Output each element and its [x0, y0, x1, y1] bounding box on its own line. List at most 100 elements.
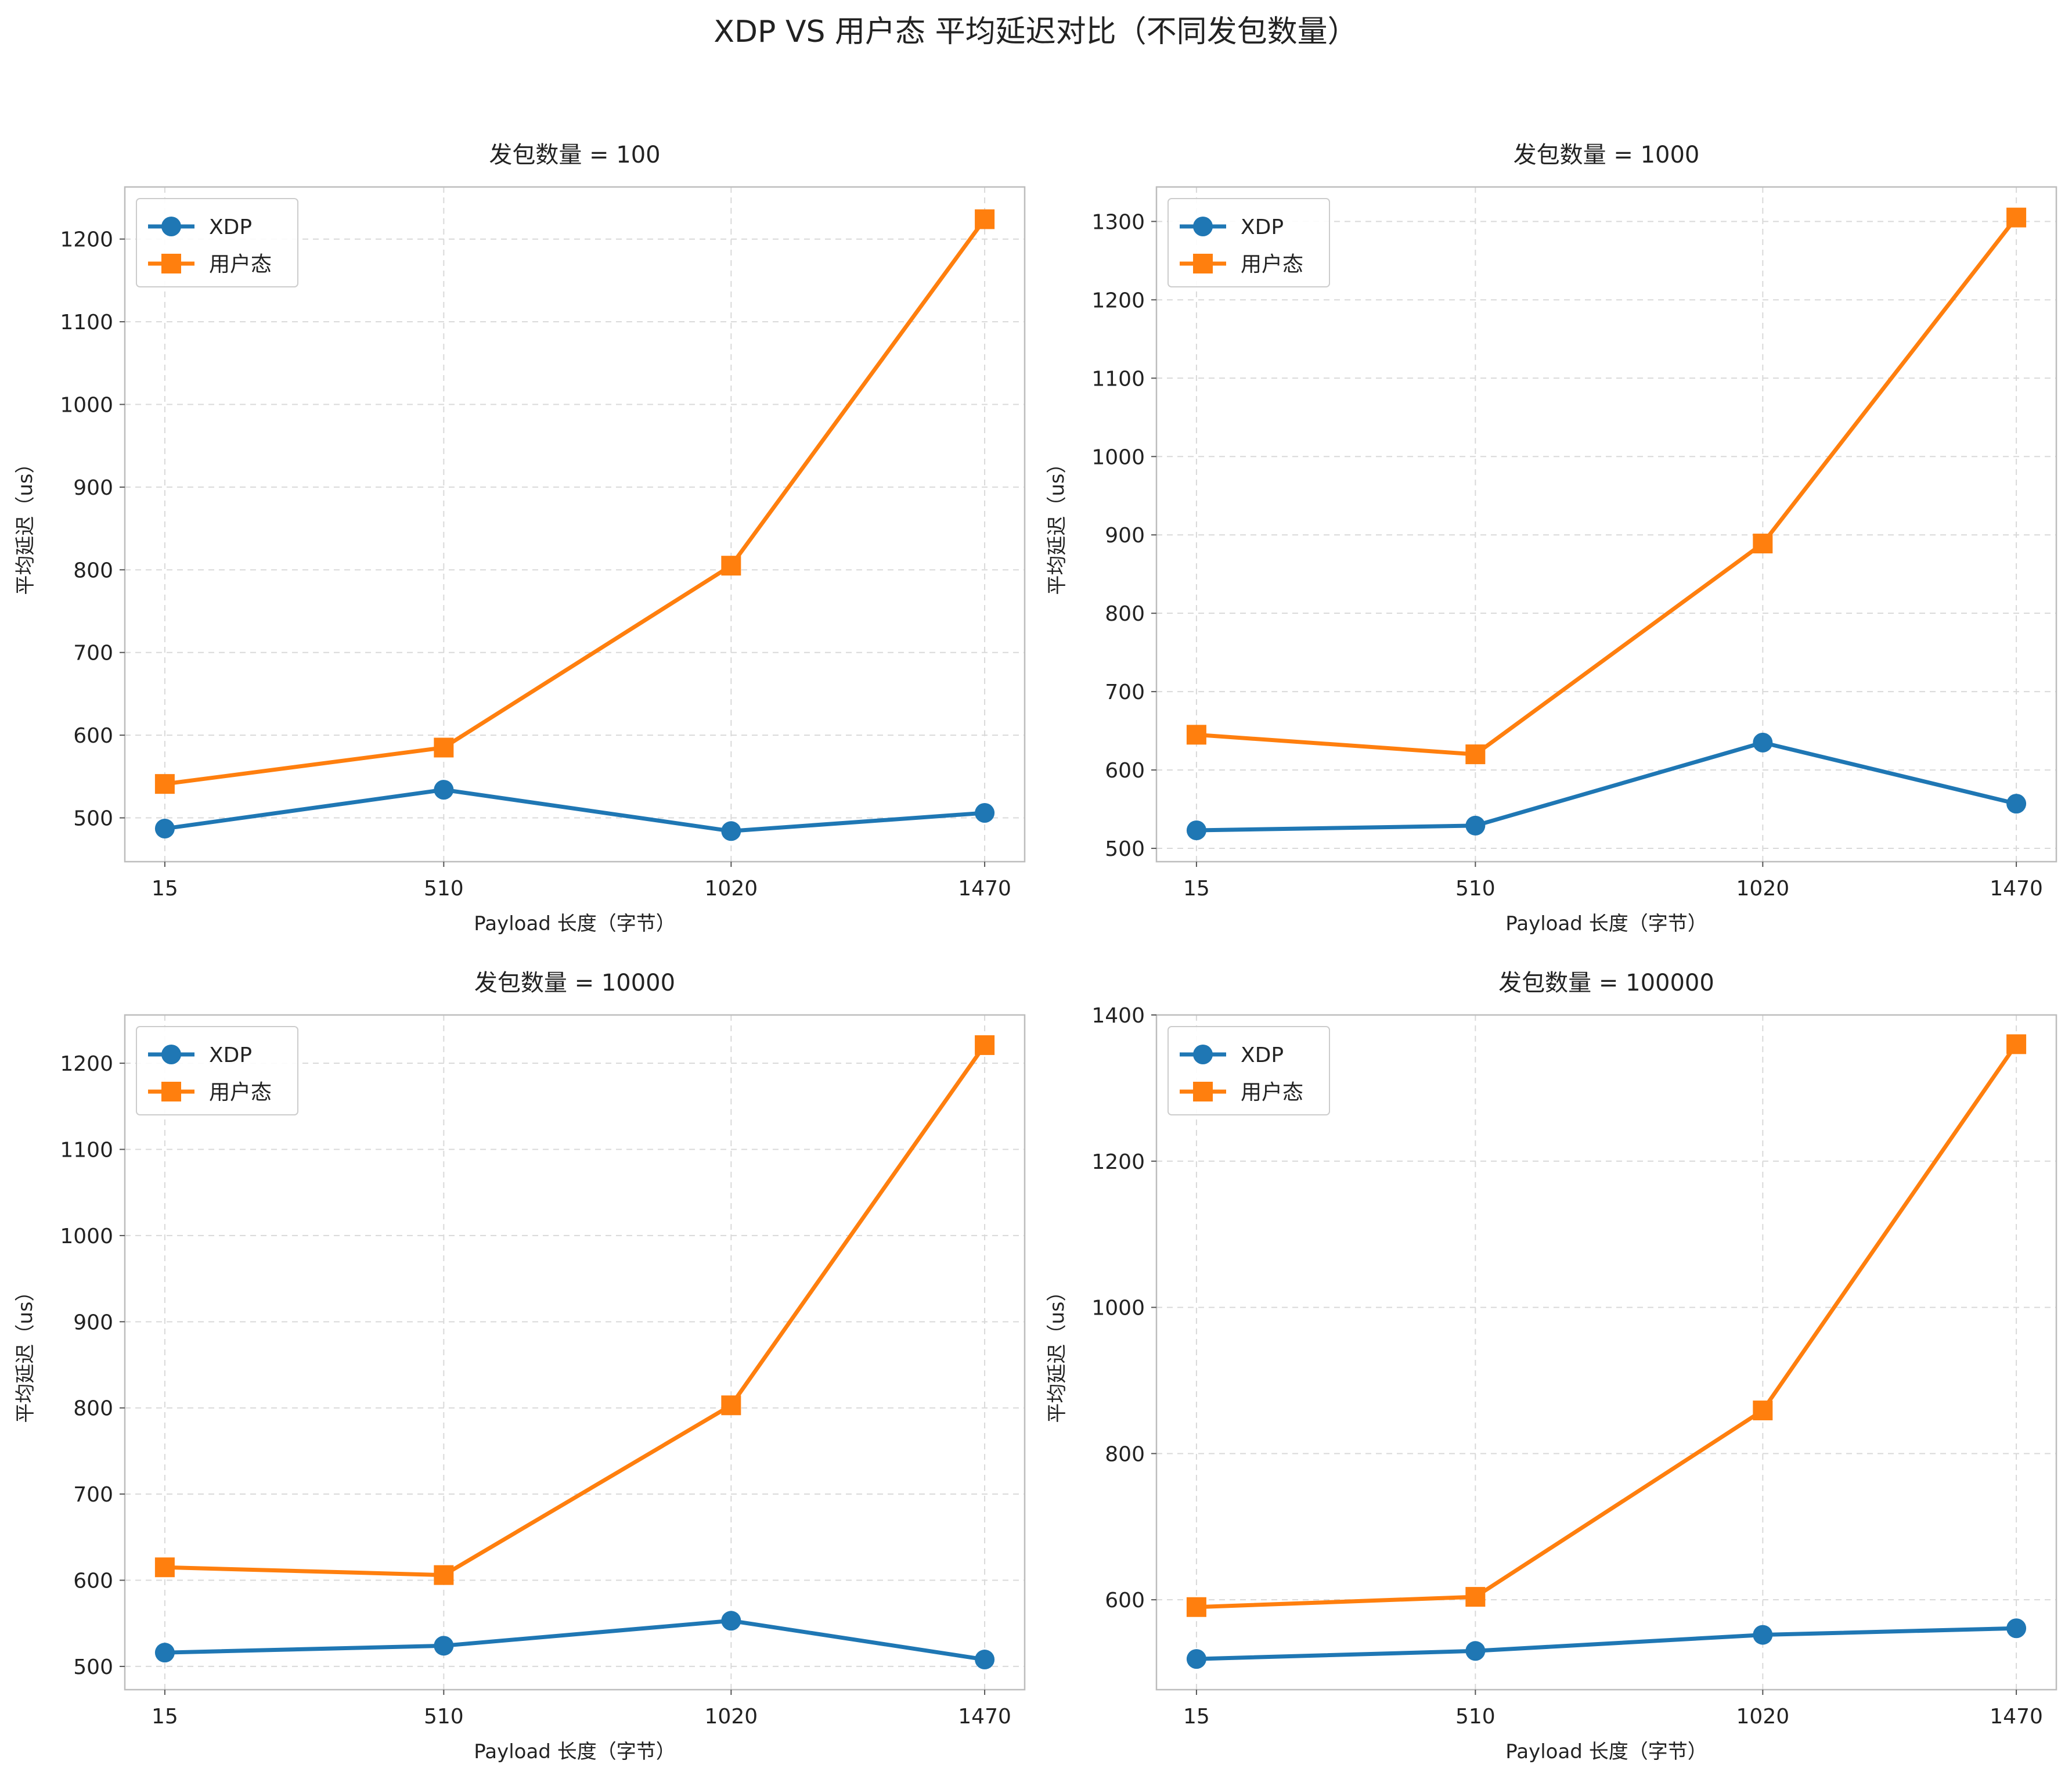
legend-label: XDP: [1241, 215, 1284, 239]
y-tick-label: 900: [73, 476, 113, 500]
legend-marker: [1193, 1045, 1213, 1064]
series-xdp: [154, 780, 995, 841]
x-tick-label: 1470: [1990, 877, 2043, 901]
x-tick-label: 1020: [1736, 877, 1790, 901]
y-tick-label: 1000: [60, 1225, 113, 1248]
legend-marker: [161, 217, 181, 236]
subplot-title: 发包数量 = 100: [489, 142, 660, 168]
data-point: [1753, 732, 1773, 753]
data-point: [2006, 207, 2027, 228]
data-point: [1186, 1649, 1206, 1669]
data-point: [434, 737, 454, 758]
data-point: [975, 1650, 995, 1670]
data-point: [1186, 1597, 1206, 1617]
y-tick-label: 1200: [60, 228, 113, 252]
data-point: [1465, 1641, 1486, 1661]
data-point: [1465, 815, 1486, 836]
y-tick-label: 600: [1105, 759, 1145, 783]
x-tick-label: 1020: [1736, 1705, 1790, 1729]
y-axis-label: 平均延迟（us）: [14, 453, 37, 595]
legend-label: 用户态: [1241, 253, 1303, 276]
data-point: [1465, 1587, 1486, 1607]
x-axis-label: Payload 长度（字节）: [1505, 912, 1707, 935]
legend: XDP 用户态: [136, 198, 298, 287]
series-line: [1196, 1043, 2018, 1610]
y-tick-label: 1200: [60, 1052, 113, 1076]
series-line: [164, 218, 986, 786]
legend: XDP 用户态: [1167, 198, 1330, 287]
x-tick-label: 1020: [705, 1705, 758, 1729]
y-tick-label: 800: [73, 559, 113, 582]
data-point: [154, 1643, 175, 1663]
y-tick-label: 700: [1105, 681, 1145, 704]
subplot-title: 发包数量 = 100000: [1498, 970, 1714, 996]
legend-marker: [161, 1082, 181, 1101]
series-line: [1196, 216, 2018, 757]
legend-marker: [1193, 217, 1213, 236]
data-point: [1753, 1625, 1773, 1645]
y-axis-label: 平均延迟（us）: [1046, 453, 1069, 595]
y-tick-label: 500: [1105, 837, 1145, 861]
x-tick-label: 510: [424, 877, 464, 901]
data-point: [721, 1395, 741, 1416]
subplot-grid: 15 510 1020 1470 500 600 700 800 900 1000 1100 1200…: [14, 142, 2057, 1763]
data-point: [1753, 534, 1773, 554]
legend-label: 用户态: [209, 1081, 272, 1104]
legend-marker: [161, 1045, 181, 1064]
series-line: [1196, 1626, 2017, 1661]
y-tick-label: 800: [1105, 602, 1145, 626]
y-tick-label: 1100: [60, 1139, 113, 1162]
legend-label: 用户态: [209, 253, 272, 276]
legend: XDP 用户态: [136, 1026, 298, 1115]
data-point: [1186, 820, 1206, 841]
series-line: [164, 1043, 986, 1578]
plot-area-frame: [1155, 186, 2057, 863]
y-tick-label: 900: [1105, 524, 1145, 548]
y-axis-label: 平均延迟（us）: [1046, 1281, 1069, 1423]
x-axis-label: Payload 长度（字节）: [474, 1740, 675, 1763]
y-tick-label: 600: [73, 1569, 113, 1593]
plot-area-frame: [1155, 1014, 2057, 1691]
legend-label: XDP: [209, 215, 252, 239]
y-tick-label: 600: [73, 724, 113, 748]
data-point: [434, 780, 454, 800]
x-tick-label: 510: [1455, 877, 1496, 901]
legend: XDP 用户态: [1167, 1026, 1330, 1115]
legend-marker: [161, 254, 181, 273]
y-tick-label: 1400: [1091, 1004, 1145, 1028]
x-tick-label: 1020: [705, 877, 758, 901]
series-xdp: [1186, 1618, 2027, 1669]
x-tick-label: 1470: [958, 1705, 1011, 1729]
data-point: [154, 774, 175, 794]
y-tick-label: 1300: [1091, 210, 1145, 234]
y-tick-label: 1100: [1091, 367, 1145, 391]
data-point: [975, 1035, 995, 1055]
x-axis-label: Payload 长度（字节）: [474, 912, 675, 935]
data-point: [434, 1636, 454, 1656]
data-point: [2006, 1034, 2027, 1054]
y-tick-label: 1200: [1091, 289, 1145, 312]
y-tick-label: 1000: [1091, 445, 1145, 469]
data-point: [975, 209, 995, 229]
x-tick-label: 510: [1455, 1705, 1496, 1729]
y-tick-label: 1000: [1091, 1297, 1145, 1320]
plot-area-frame: [124, 1014, 1026, 1691]
data-point: [2006, 794, 2027, 814]
subplot-1: 15 510 1020 1470 500 600 700 800 900 1000 1100 1200…: [14, 142, 1026, 935]
plot-area-frame: [124, 186, 1026, 863]
series-line: [164, 1618, 985, 1662]
y-axis-label: 平均延迟（us）: [14, 1281, 37, 1423]
data-point: [1753, 1401, 1773, 1421]
x-tick-label: 15: [152, 1705, 178, 1729]
data-point: [154, 819, 175, 839]
subplot-title: 发包数量 = 1000: [1514, 142, 1700, 168]
y-tick-label: 900: [73, 1311, 113, 1334]
data-point: [721, 821, 741, 841]
data-point: [721, 1611, 741, 1631]
y-tick-label: 800: [73, 1397, 113, 1421]
subplot-3: 15 510 1020 1470 500 600 700 800 900 1000 1100 1200…: [14, 970, 1026, 1763]
x-tick-label: 510: [424, 1705, 464, 1729]
series-user: [154, 1035, 995, 1585]
